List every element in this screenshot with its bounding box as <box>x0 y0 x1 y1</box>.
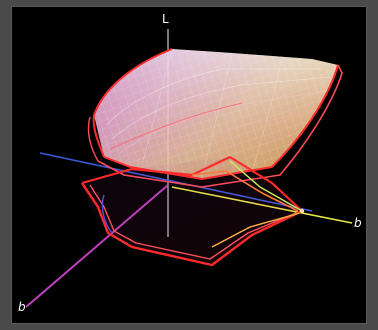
lab-gamut-svg <box>25 29 353 308</box>
gamut-upper-surface <box>94 48 338 179</box>
a-axis-label: b <box>18 300 26 314</box>
gamut-lower-outline <box>81 156 303 267</box>
gamut-vertex <box>299 208 305 214</box>
lab-gamut-canvas: L b b <box>11 6 367 324</box>
b-axis-label: b <box>354 216 362 230</box>
l-axis-label: L <box>162 12 169 26</box>
